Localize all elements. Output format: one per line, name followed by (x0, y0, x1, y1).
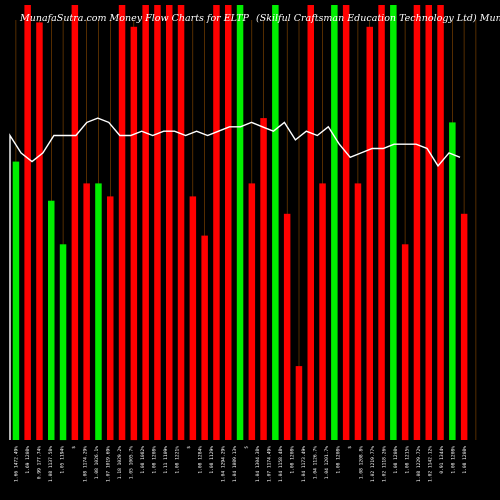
x-tick-label: 1.08 1208% (393, 446, 399, 474)
bar-38 (449, 122, 456, 441)
x-tick-label: 1.04 1173.49% (301, 446, 307, 482)
bar-8 (95, 183, 102, 440)
money-flow-line (9, 117, 461, 440)
bar-37 (437, 5, 444, 440)
x-tick-label: 1.08 1208% (151, 446, 157, 474)
bar-27 (319, 183, 326, 440)
bar-7 (83, 183, 90, 440)
x-tick-label: 1.02 1142.12% (427, 446, 433, 482)
x-tick-label: 1.08 1174.29% (82, 446, 88, 482)
bar-29 (342, 5, 350, 440)
x-tick-label: 1.08 1284% (197, 446, 203, 474)
x-tick-label: 1.08 1137.58% (48, 446, 54, 482)
x-tick-label: 1.08 1082% (140, 446, 146, 474)
bar-17 (201, 235, 208, 440)
bar-30 (354, 183, 362, 440)
x-tick-label: 1.04 1294.29% (220, 446, 226, 482)
x-tick-label: 1.04 1126.7% (312, 446, 318, 479)
x-tick-label: 1.08 1129% (209, 446, 215, 474)
x-tick-label: 1.69 1208% (25, 446, 31, 474)
x-tick-label: 1.08 1208% (335, 446, 341, 474)
bar-4 (48, 200, 55, 440)
x-tick-label: 1.04 1158.48% (278, 446, 284, 482)
bar-31 (366, 26, 373, 441)
bar-24 (283, 213, 291, 440)
bar-21 (248, 183, 256, 440)
bar-23 (272, 5, 279, 440)
x-tick-label: $ (347, 446, 353, 449)
bar-12 (142, 5, 149, 440)
x-tick-label: 1.07 1174.49% (266, 446, 272, 482)
x-tick-label: 1.08 1208% (450, 446, 456, 474)
bar-series (12, 5, 468, 441)
bar-28 (331, 5, 338, 440)
bar-20 (236, 5, 244, 440)
bar-10 (118, 5, 126, 440)
bar-35 (413, 5, 421, 440)
bar-14 (166, 5, 173, 440)
x-tick-label: 1.08 1208.8% (358, 446, 364, 479)
x-tick-label: $ (186, 446, 192, 449)
chart-title-right: (Skilful Craftsman Education Technology … (256, 13, 500, 24)
x-tick-label: 1.11 1109% (163, 446, 169, 474)
x-tick-label: 1.08 1208% (462, 446, 468, 474)
bar-39 (460, 213, 468, 440)
x-tick-label: 1.08 1026.1% (94, 446, 100, 479)
bar-22 (260, 118, 267, 440)
x-tick-label: 1.02 1118.26% (381, 446, 387, 482)
bar-32 (378, 5, 385, 440)
bar-1 (12, 161, 20, 440)
bar-3 (36, 22, 43, 441)
x-tick-label: 1.02 1219.77% (370, 446, 376, 482)
bar-33 (390, 5, 397, 440)
x-tick-label: 1.08 1229.72% (416, 446, 422, 482)
chart-title-left: MunafaSutra.com Money Flow Charts for EL… (19, 13, 250, 24)
bar-5 (59, 244, 67, 441)
x-tick-label: 1.05 1194% (59, 446, 65, 474)
bar-26 (307, 5, 314, 440)
bar-19 (225, 5, 232, 440)
x-tick-label: 1.05 1005.7% (128, 446, 134, 479)
x-tick-labels: 1.66 1472.49% 1.69 1208% 0.99 177.74% 1.08 … (13, 446, 468, 482)
bar-9 (107, 196, 114, 440)
x-tick-label: 1.07 1019.69% (105, 446, 111, 482)
x-tick-label: 0.91 1344% (439, 446, 445, 474)
x-tick-label: 1.04 1201.7% (324, 446, 330, 479)
x-tick-label: 1.08 1208% (289, 446, 295, 474)
x-tick-label: 1.66 1472.49% (13, 446, 19, 482)
x-tick-label: $ (71, 446, 77, 449)
bar-18 (213, 5, 220, 440)
bar-11 (130, 26, 138, 441)
bar-34 (401, 244, 409, 441)
x-tick-label: 1.04 1089.13% (232, 446, 238, 482)
x-tick-label: 0.99 177.74% (36, 446, 42, 479)
bar-13 (154, 5, 161, 440)
bar-25 (295, 366, 303, 440)
bar-6 (71, 5, 79, 440)
x-tick-label: $ (243, 446, 249, 449)
x-tick-label: 1.08 1221% (174, 446, 180, 474)
bar-15 (177, 5, 185, 440)
bar-16 (189, 196, 197, 440)
bar-36 (425, 5, 432, 440)
x-tick-label: 1.08 1215% (404, 446, 410, 474)
x-tick-label: 1.18 1029.2% (117, 446, 123, 479)
bar-2 (24, 5, 31, 440)
x-tick-label: 1.04 1304.38% (255, 446, 261, 482)
